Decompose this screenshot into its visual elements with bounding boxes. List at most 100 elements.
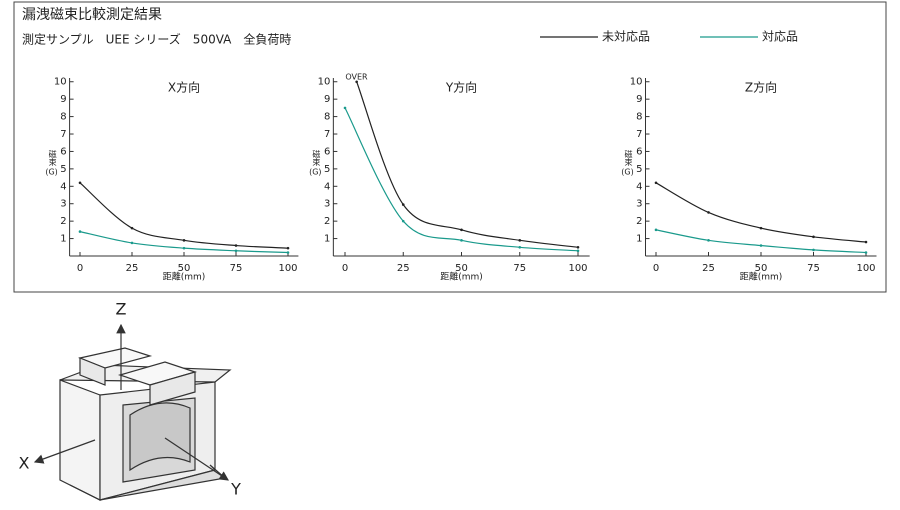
axis-label-z: Z: [116, 300, 127, 319]
y-tick-label: 10: [54, 77, 67, 88]
data-point: [343, 106, 347, 110]
series-line: [356, 81, 579, 248]
data-point: [460, 228, 463, 232]
y-tick-label: 4: [636, 181, 642, 192]
data-point: [401, 203, 405, 206]
y-tick-label: 3: [636, 199, 642, 210]
terminal-right-side: [149, 371, 196, 406]
x-tick-label: 0: [653, 263, 659, 274]
axis-label-y: Y: [230, 480, 241, 499]
y-axis-label: 磁束: [48, 149, 57, 167]
data-point: [130, 226, 134, 230]
data-point: [576, 245, 580, 249]
y-tick-label: 6: [636, 146, 642, 157]
data-point: [812, 248, 815, 252]
data-point: [654, 181, 658, 185]
data-point: [182, 239, 186, 242]
y-tick-label: 3: [324, 199, 330, 210]
y-tick-label: 6: [324, 146, 330, 157]
data-point: [355, 80, 358, 84]
subtitle: 測定サンプル UEE シリーズ 500VA 全負荷時: [22, 32, 291, 47]
data-point: [234, 244, 238, 247]
data-point: [864, 251, 868, 254]
x-axis-label: 距離(mm): [163, 271, 206, 283]
data-point: [576, 249, 580, 253]
data-point: [182, 246, 186, 250]
y-tick-label: 2: [60, 216, 66, 227]
data-point: [518, 245, 522, 249]
data-point: [654, 228, 658, 232]
y-tick-label: 9: [636, 94, 642, 105]
y-tick-label: 10: [318, 77, 331, 88]
y-arrow: [164, 437, 229, 481]
data-point: [460, 239, 463, 242]
y-tick-label: 7: [636, 129, 642, 140]
data-point: [864, 240, 868, 244]
x-axis-label: 距離(mm): [740, 271, 783, 283]
y-axis-unit: (G): [309, 168, 321, 177]
title: 漏洩磁束比較測定結果: [22, 7, 162, 23]
x-arrow: [33, 439, 96, 464]
base: [69, 464, 227, 501]
y-tick-label: 3: [60, 199, 66, 210]
terminal-left-side: [79, 357, 106, 386]
subplot-title: X方向: [168, 80, 200, 95]
y-tick-label: 7: [60, 129, 66, 140]
annotation: OVER: [345, 73, 368, 82]
x-tick-label: 75: [807, 263, 820, 274]
y-tick-label: 2: [324, 216, 330, 227]
x-tick-label: 0: [342, 263, 348, 274]
data-point: [759, 226, 763, 230]
y-tick-label: 5: [60, 164, 66, 175]
y-axis-label: 磁束: [624, 149, 633, 167]
x-tick-label: 25: [397, 263, 410, 274]
data-point: [707, 211, 710, 214]
x-tick-label: 25: [126, 263, 139, 274]
legend-label: 対応品: [762, 30, 798, 44]
data-point: [234, 249, 238, 253]
data-point: [78, 181, 82, 185]
y-tick-label: 5: [324, 164, 330, 175]
subplot-title: Y方向: [445, 80, 477, 95]
data-point: [78, 230, 82, 233]
x-tick-label: 100: [278, 263, 297, 274]
x-tick-label: 100: [856, 263, 875, 274]
x-tick-label: 50: [755, 263, 768, 274]
x-tick-label: 0: [77, 263, 83, 274]
data-point: [130, 241, 134, 245]
data-point: [812, 235, 815, 239]
data-point: [518, 239, 522, 242]
data-point: [759, 244, 763, 247]
x-tick-label: 50: [455, 263, 468, 274]
y-tick-label: 1: [60, 234, 66, 245]
x-tick-label: 75: [230, 263, 243, 274]
series-line: [344, 107, 579, 252]
y-tick-label: 6: [60, 146, 66, 157]
y-tick-label: 1: [324, 234, 330, 245]
data-point: [286, 251, 290, 254]
y-axis-label: 磁束: [312, 149, 321, 167]
y-axis-unit: (G): [45, 168, 57, 177]
x-tick-label: 100: [568, 263, 587, 274]
axis-label-x: X: [19, 454, 30, 473]
x-axis-label: 距離(mm): [440, 271, 483, 283]
y-tick-label: 2: [636, 216, 642, 227]
y-tick-label: 10: [630, 77, 643, 88]
y-tick-label: 8: [324, 112, 330, 123]
y-tick-label: 5: [636, 164, 642, 175]
x-tick-label: 50: [178, 263, 191, 274]
subplot-title: Z方向: [745, 80, 777, 95]
x-tick-label: 75: [513, 263, 526, 274]
y-tick-label: 4: [324, 181, 330, 192]
diagram: [33, 323, 232, 501]
y-tick-label: 8: [636, 112, 642, 123]
data-point: [286, 246, 290, 250]
y-tick-label: 9: [324, 94, 330, 105]
y-tick-label: 9: [60, 94, 66, 105]
data-point: [707, 239, 710, 242]
legend-label: 未対応品: [602, 30, 650, 44]
y-tick-label: 7: [324, 129, 330, 140]
y-tick-label: 1: [636, 234, 642, 245]
y-tick-label: 8: [60, 112, 66, 123]
